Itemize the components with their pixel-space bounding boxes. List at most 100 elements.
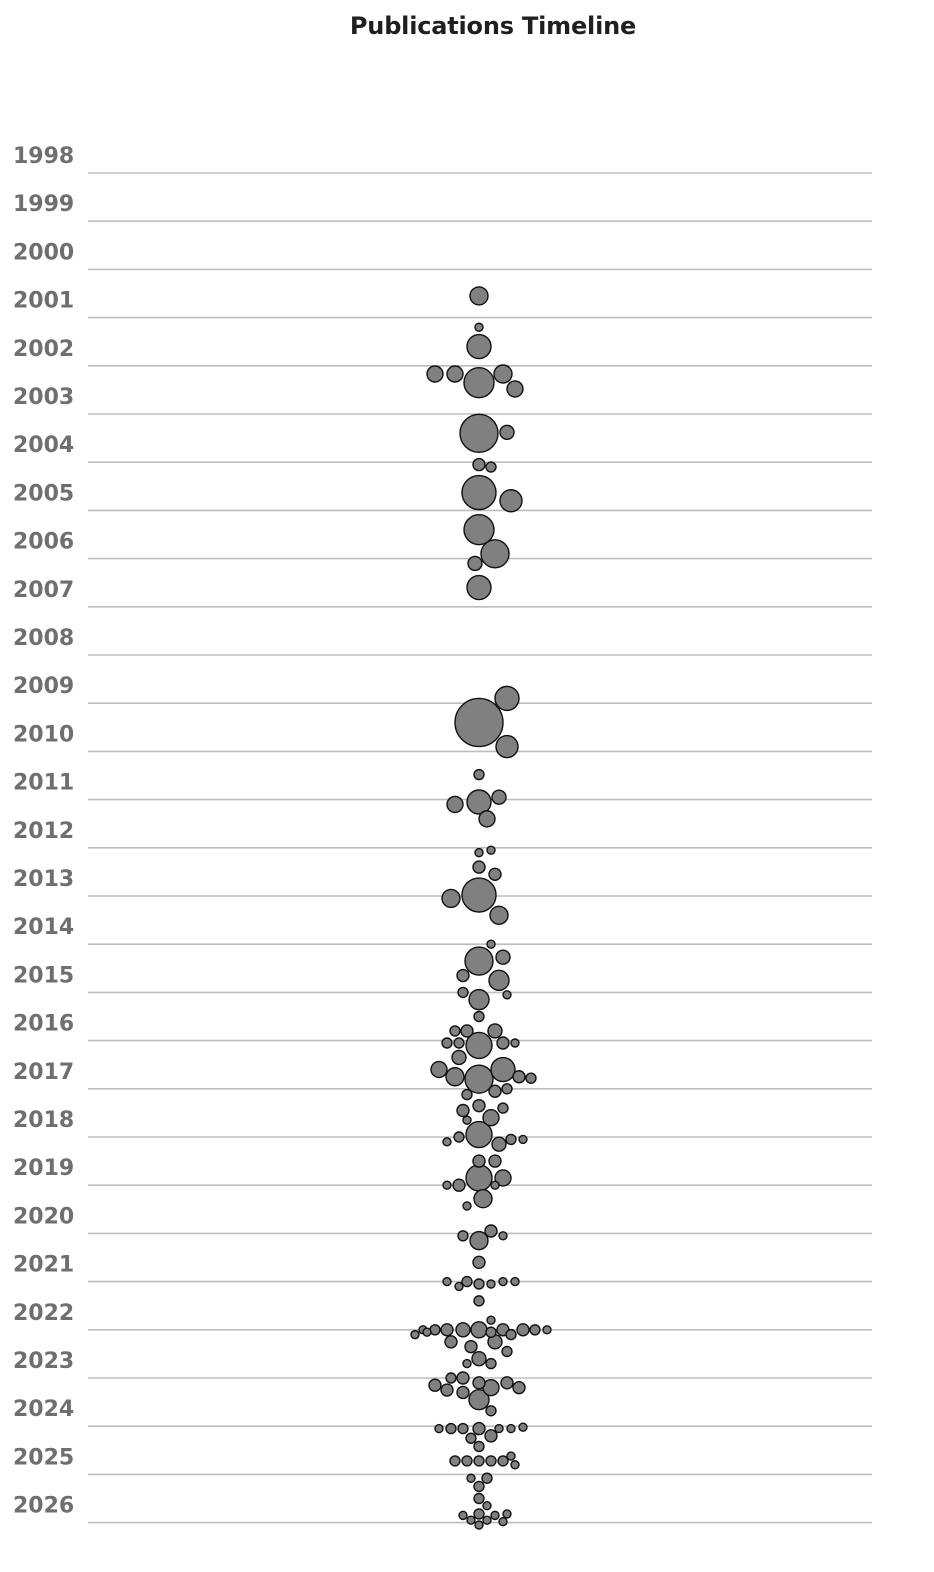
- publication-bubble: [457, 986, 469, 999]
- year-label-2001: 2001: [13, 289, 74, 314]
- publication-bubble: [466, 574, 492, 601]
- publication-bubble: [457, 1230, 469, 1242]
- year-label-2011: 2011: [13, 771, 74, 796]
- publication-bubble: [455, 1322, 471, 1338]
- publication-bubble: [469, 1230, 489, 1251]
- publication-bubble: [445, 1372, 457, 1384]
- publication-bubble: [488, 1084, 502, 1098]
- publication-bubble: [510, 1276, 520, 1287]
- publication-bubble: [516, 1323, 530, 1337]
- publication-bubble: [486, 939, 496, 949]
- publication-bubble: [485, 1357, 497, 1370]
- publication-bubble: [474, 322, 484, 332]
- year-label-2006: 2006: [13, 530, 74, 555]
- publication-bubble: [428, 1378, 442, 1392]
- publication-bubble: [456, 968, 470, 983]
- publication-bubble: [410, 1329, 420, 1340]
- publication-bubble: [529, 1324, 541, 1336]
- publication-bubble: [497, 1455, 509, 1467]
- publication-bubble: [465, 1031, 493, 1060]
- publication-bubble: [498, 1231, 508, 1241]
- publication-bubble: [510, 1460, 520, 1470]
- year-label-2012: 2012: [13, 819, 74, 844]
- publication-bubble: [474, 1520, 484, 1530]
- publication-bubble: [485, 1405, 497, 1417]
- publication-bubble: [525, 1072, 537, 1084]
- year-label-2004: 2004: [13, 433, 74, 458]
- publication-bubble: [473, 1455, 485, 1467]
- publication-bubble: [468, 988, 490, 1011]
- publication-bubble: [505, 1133, 517, 1146]
- publication-bubble: [452, 1178, 466, 1192]
- publication-bubble: [484, 1429, 498, 1443]
- publication-bubble: [454, 697, 504, 748]
- publication-bubble: [501, 1345, 513, 1358]
- publication-bubble: [449, 1455, 461, 1467]
- year-label-2009: 2009: [13, 674, 74, 699]
- publication-bubble: [466, 1473, 476, 1483]
- publication-bubble: [498, 1276, 508, 1287]
- publication-bubble: [510, 1038, 520, 1048]
- publication-bubble: [456, 1385, 470, 1400]
- publication-bubble: [467, 555, 483, 572]
- publication-bubble: [462, 1201, 472, 1211]
- publication-bubble: [442, 1276, 452, 1287]
- publication-bubble: [456, 1371, 470, 1385]
- publication-bubble: [453, 1131, 465, 1143]
- publication-bubble: [470, 1321, 488, 1339]
- year-labels: 1998 1999 2000 2001 2002 2003 2004 2005 2006 2007…: [13, 144, 74, 1519]
- publication-bubble: [478, 810, 496, 828]
- publication-bubble: [471, 1351, 487, 1367]
- publication-bubble: [463, 366, 495, 399]
- publication-bubble: [461, 474, 497, 511]
- year-label-2018: 2018: [13, 1108, 74, 1133]
- year-label-2025: 2025: [13, 1445, 74, 1470]
- publication-bubble: [518, 1422, 528, 1432]
- publication-bubble: [472, 1421, 486, 1436]
- year-label-2003: 2003: [13, 385, 74, 410]
- publication-bubble: [490, 1510, 500, 1521]
- year-label-2024: 2024: [13, 1397, 74, 1422]
- publication-bubble: [490, 1180, 500, 1190]
- publication-bubble: [496, 1036, 510, 1050]
- publication-bubble: [505, 1328, 517, 1341]
- publication-bubble: [487, 1023, 503, 1039]
- year-label-2022: 2022: [13, 1301, 74, 1326]
- publication-bubble: [462, 1358, 472, 1369]
- publication-bubble: [486, 845, 496, 855]
- publication-bubble: [469, 286, 489, 306]
- publication-bubble: [440, 1383, 454, 1397]
- publication-bubble: [485, 1455, 497, 1467]
- publication-bubble: [480, 539, 510, 569]
- publication-bubble: [482, 1501, 492, 1511]
- year-label-2015: 2015: [13, 963, 74, 988]
- publication-bubble: [449, 1025, 461, 1037]
- publication-bubble: [485, 1326, 497, 1338]
- publication-bubble: [486, 1279, 496, 1289]
- publication-bubble: [494, 1423, 504, 1434]
- year-label-2016: 2016: [13, 1012, 74, 1037]
- publication-bubble: [464, 1064, 494, 1094]
- publication-bubble: [441, 1037, 453, 1049]
- publication-bubble: [441, 888, 461, 909]
- year-label-2021: 2021: [13, 1253, 74, 1278]
- publication-bubble: [464, 1339, 478, 1354]
- publication-bubble: [462, 1115, 472, 1125]
- publication-bubble: [464, 946, 494, 976]
- publication-bubble: [488, 969, 510, 992]
- publication-bubble: [542, 1325, 552, 1335]
- year-label-2010: 2010: [13, 722, 74, 747]
- publication-bubble: [502, 990, 512, 1000]
- publication-bubble: [434, 1423, 444, 1434]
- publication-bubble: [490, 1056, 516, 1083]
- publication-bubble: [484, 1224, 498, 1238]
- publication-bubble: [451, 1049, 467, 1066]
- publication-bubble: [461, 1275, 473, 1288]
- publication-bubble: [486, 1315, 496, 1325]
- publication-bubble: [497, 1102, 509, 1114]
- publication-bubble: [445, 1422, 457, 1435]
- publication-bubble: [465, 1164, 493, 1192]
- publication-bubble: [459, 413, 499, 453]
- publication-bubble: [485, 461, 497, 473]
